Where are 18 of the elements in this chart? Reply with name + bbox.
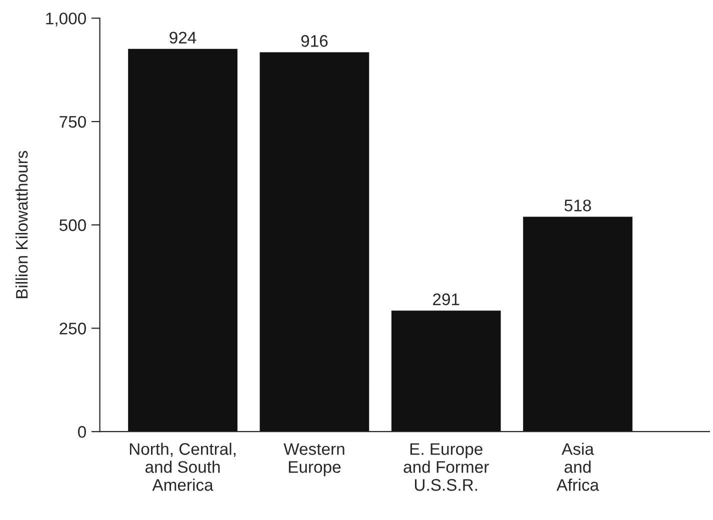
- data-label: 916: [301, 35, 328, 47]
- x-tick-label: North, Central, and South America: [130, 442, 236, 491]
- bar: [260, 52, 370, 432]
- bar: [391, 310, 501, 432]
- x-tick-label: Western Europe: [284, 443, 344, 476]
- bar: [523, 216, 632, 432]
- y-tick-label: 500: [59, 219, 86, 232]
- bar: [128, 48, 238, 432]
- y-axis-title: Billion Kilowatthours: [15, 150, 28, 298]
- x-tick-label: E. Europe and Former U.S.S.R.: [404, 443, 489, 491]
- data-label: 291: [433, 293, 460, 306]
- x-tick-label: Asia and Africa: [556, 442, 600, 491]
- data-label: 518: [564, 200, 591, 212]
- y-tick-label: 750: [60, 116, 86, 128]
- y-tick-label: 0: [78, 426, 86, 438]
- y-tick-label: 250: [60, 322, 86, 334]
- data-label: 924: [170, 32, 196, 44]
- y-tick-label: 1,000: [46, 12, 86, 26]
